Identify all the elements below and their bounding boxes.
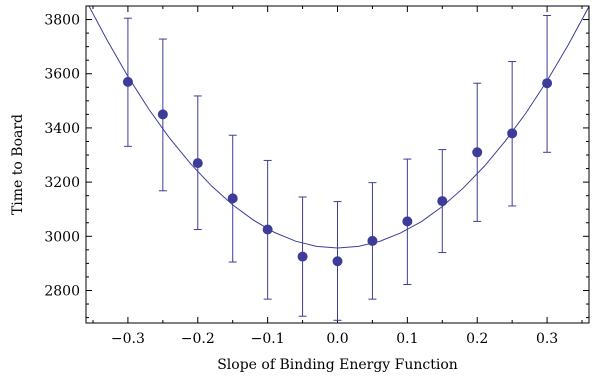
data-point: [297, 251, 308, 262]
y-axis-ticks: 2800 3000 3200 3400 3600 3800: [44, 13, 589, 319]
x-axis-title: Slope of Binding Energy Function: [217, 357, 458, 373]
y-tick-label: 3600: [44, 67, 80, 83]
data-point: [227, 193, 238, 204]
x-tick-label: −0.1: [251, 331, 285, 347]
plot-frame: [85, 5, 590, 324]
x-tick-label: −0.2: [181, 331, 215, 347]
y-tick-label: 3200: [44, 175, 80, 191]
data-point: [472, 147, 483, 158]
y-tick-label: 3800: [44, 13, 80, 29]
x-tick-label: 0.2: [466, 331, 488, 347]
data-point: [262, 224, 273, 235]
plot-area: [88, 6, 589, 321]
x-tick-label: −0.3: [111, 331, 145, 347]
y-tick-label: 3400: [44, 121, 80, 137]
data-point: [192, 158, 203, 169]
data-point: [332, 256, 343, 267]
plot-content: [88, 6, 589, 321]
data-point: [122, 76, 133, 87]
x-tick-label: 0.0: [326, 331, 348, 347]
data-point: [507, 128, 518, 139]
data-point: [437, 196, 448, 207]
y-tick-label: 3000: [44, 229, 80, 245]
data-point: [542, 78, 553, 89]
x-axis-ticks: −0.3 −0.2 −0.1 0.0 0.1 0.2 0.3: [92, 6, 583, 347]
x-tick-label: 0.1: [396, 331, 418, 347]
data-point: [157, 109, 168, 120]
y-tick-label: 2800: [44, 283, 80, 299]
data-point: [367, 235, 378, 246]
data-point: [402, 216, 413, 227]
y-axis-title: Time to Board: [10, 114, 26, 215]
x-tick-label: 0.3: [536, 331, 558, 347]
